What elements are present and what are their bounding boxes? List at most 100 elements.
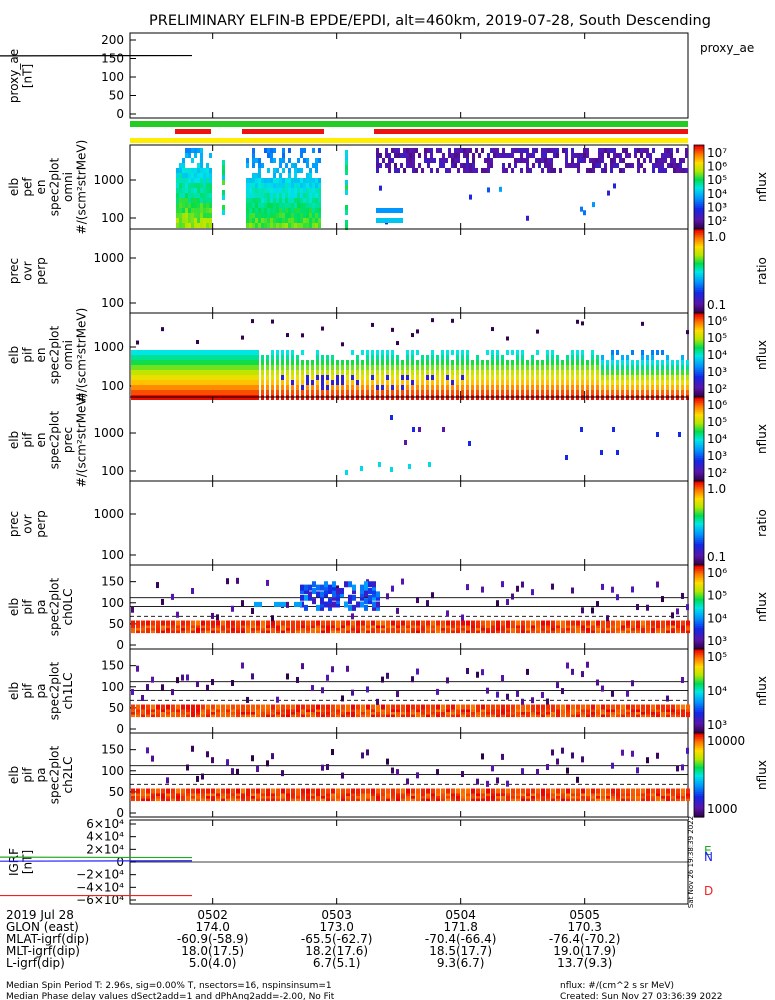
spectrogram-cell	[411, 628, 415, 634]
spectrogram-cell	[472, 163, 475, 168]
spectrogram-cell	[261, 198, 264, 203]
spectrogram-cell	[368, 581, 372, 588]
spectrogram-cell	[216, 796, 220, 802]
spectrogram-cell	[386, 758, 389, 765]
y-axis-label-line: perp	[34, 257, 48, 285]
spectrogram-cell	[331, 620, 335, 626]
spectrogram-cell	[671, 709, 675, 715]
spectrogram-cell	[261, 628, 265, 634]
spectrogram-cell	[454, 153, 457, 158]
spectrogram-cell	[182, 183, 185, 188]
colorbar-cell	[694, 468, 704, 472]
spectrogram-cell	[651, 709, 655, 715]
spectrogram-cell	[556, 788, 560, 794]
colorbar-cell	[694, 166, 704, 169]
spectrogram-cell	[636, 767, 639, 774]
spectrogram-cell	[651, 712, 655, 718]
colorbar-cell	[694, 812, 704, 816]
spectrogram-cell	[431, 628, 435, 634]
spectrogram-cell	[501, 793, 505, 799]
spectrogram-cell	[481, 586, 484, 593]
spectrogram-cell	[326, 370, 329, 375]
spectrogram-cell	[186, 350, 191, 355]
spectrogram-cell	[676, 793, 680, 799]
colorbar-cell	[694, 159, 704, 163]
spectrogram-cell	[309, 178, 312, 183]
spectrogram-cell	[151, 360, 156, 365]
spectrogram-cell	[282, 208, 285, 213]
spectrogram-cell	[136, 712, 140, 718]
colorbar-cell	[694, 609, 704, 612]
spectrogram-cell	[406, 796, 410, 802]
spectrogram-cell	[371, 370, 374, 375]
spectrogram-cell	[471, 375, 474, 380]
spectrogram-cell	[376, 623, 380, 629]
spectrogram-cell	[361, 625, 365, 631]
spectrogram-cell	[666, 704, 670, 710]
spectrogram-cell	[246, 370, 251, 375]
spectrogram-cell	[246, 183, 249, 188]
spectrogram-cell	[610, 148, 613, 153]
spectrogram-cell	[436, 688, 439, 695]
spectrogram-cell	[366, 350, 369, 355]
spectrogram-cell	[606, 712, 610, 718]
spectrogram-cell	[386, 350, 389, 355]
spectrogram-cell	[606, 375, 609, 380]
spectrogram-cell	[276, 390, 279, 395]
spectrogram-cell	[306, 620, 310, 626]
spectrogram-cell	[161, 788, 165, 794]
spectrogram-cell	[286, 709, 290, 715]
spectrogram-cell	[486, 791, 490, 797]
spectrogram-cell	[596, 360, 599, 365]
spectrogram-cell	[326, 620, 330, 626]
spectrogram-cell	[526, 628, 530, 634]
colorbar-cell	[694, 315, 704, 318]
y-axis-label-line: pif	[21, 432, 35, 448]
colorbar-cell	[694, 756, 704, 759]
spectrogram-cell	[236, 390, 241, 395]
spectrogram-cell	[646, 390, 649, 395]
spectrogram-cell	[281, 390, 284, 395]
spectrogram-cell	[316, 796, 320, 802]
spectrogram-cell	[301, 385, 304, 390]
spectrogram-cell	[451, 318, 454, 323]
spectrogram-cell	[541, 153, 544, 158]
spectrogram-cell	[581, 709, 585, 715]
spectrogram-cell	[551, 704, 555, 710]
spectrogram-cell	[446, 350, 449, 355]
spectrogram-cell	[406, 360, 409, 365]
colorbar-pa-ch2	[693, 732, 705, 818]
spectrogram-cell	[356, 625, 360, 631]
spectrogram-cell	[226, 759, 229, 766]
spectrogram-cell	[194, 218, 197, 223]
spectrogram-cell	[209, 208, 212, 213]
spectrogram-cell	[249, 208, 252, 213]
spectrogram-cell	[656, 390, 659, 395]
spectrogram-cell	[361, 365, 364, 370]
spectrogram-cell	[591, 793, 595, 799]
y-tick-label: 100	[101, 70, 124, 84]
spectrogram-cell	[491, 793, 495, 799]
spectrogram-cell	[341, 709, 345, 715]
spectrogram-cell	[328, 588, 332, 594]
spectrogram-cell	[661, 704, 665, 710]
spectrogram-cell	[300, 188, 303, 193]
spectrogram-cell	[366, 370, 369, 375]
spectrogram-cell	[652, 163, 655, 168]
spectrogram-cell	[621, 793, 625, 799]
colorbar-cell	[694, 201, 704, 205]
spectrogram-cell	[376, 796, 380, 802]
spectrogram-cell	[256, 385, 259, 390]
spectrogram-cell	[551, 628, 555, 634]
spectrogram-cell	[181, 674, 184, 681]
spectrogram-cell	[686, 709, 690, 715]
spectrogram-cell	[361, 796, 365, 802]
spectrogram-cell	[536, 370, 539, 375]
spectrogram-cell	[631, 385, 634, 390]
spectrogram-cell	[311, 380, 314, 385]
colorbar-cell	[694, 430, 704, 434]
spectrogram-cell	[196, 375, 201, 380]
spectrogram-cell	[536, 793, 540, 799]
spectrogram-cell	[331, 625, 335, 631]
spectrogram-cell	[186, 365, 191, 370]
